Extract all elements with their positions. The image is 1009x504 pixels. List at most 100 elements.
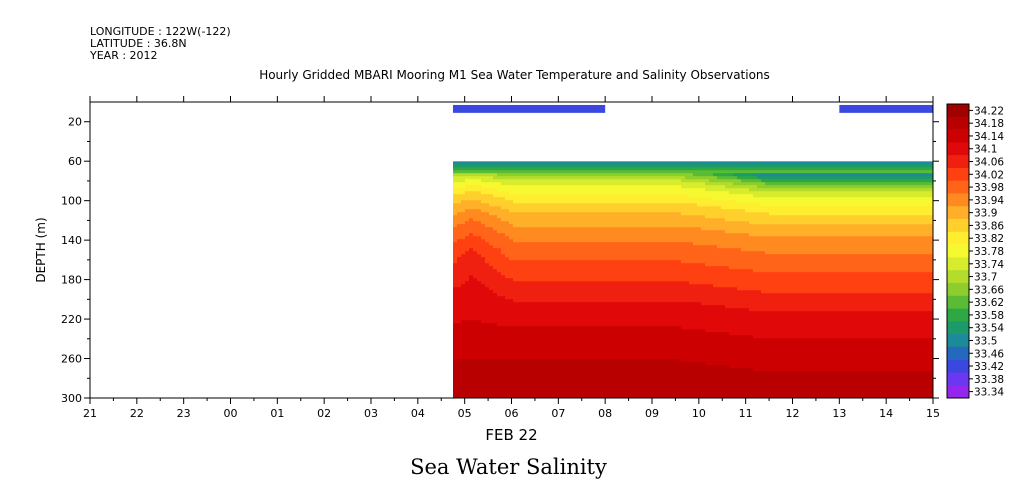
field-cell [577,275,582,279]
field-cell [465,335,470,339]
field-cell [545,299,550,303]
field-cell [545,353,550,357]
field-cell [609,203,614,207]
field-cell [661,170,666,174]
field-cell [661,287,666,291]
field-cell [637,275,642,279]
field-cell [493,356,498,360]
field-cell [521,374,526,378]
field-cell [629,374,634,378]
field-cell [649,167,654,171]
field-cell [697,212,702,216]
field-cell [453,170,458,174]
field-cell [693,314,698,318]
field-cell [497,245,502,249]
field-cell [577,392,582,396]
field-cell [533,272,538,276]
field-cell [649,266,654,270]
field-cell [529,293,534,297]
field-cell [597,275,602,279]
field-cell [481,356,486,360]
field-cell [517,263,522,267]
field-cell [533,314,538,318]
field-cell [489,254,494,258]
field-cell [485,323,490,327]
field-cell [457,311,462,315]
field-cell [649,203,654,207]
field-cell [621,362,626,366]
field-cell [573,299,578,303]
field-cell [633,344,638,348]
field-cell [673,278,678,282]
field-cell [645,290,650,294]
field-cell [685,260,690,264]
field-cell [597,176,602,180]
field-cell [517,317,522,321]
field-cell [697,176,702,180]
field-cell [693,191,698,195]
field-cell [689,287,694,291]
field-cell [645,236,650,240]
field-cell [681,224,686,228]
field-cell [613,191,618,195]
field-cell [597,188,602,192]
field-cell [469,209,474,213]
field-cell [681,248,686,252]
field-cell [517,161,522,165]
field-cell [541,191,546,195]
field-cell [641,362,646,366]
field-cell [697,203,702,207]
field-cell [545,161,550,165]
field-cell [661,386,666,390]
field-cell [657,224,662,228]
field-cell [537,299,542,303]
field-cell [697,221,702,225]
field-cell [605,314,610,318]
field-cell [477,317,482,321]
field-cell [621,278,626,282]
field-cell [513,266,518,270]
field-cell [505,296,510,300]
field-cell [553,290,558,294]
field-cell [641,284,646,288]
field-cell [557,233,562,237]
field-cell [597,341,602,345]
field-cell [493,317,498,321]
field-cell [621,374,626,378]
field-cell [677,248,682,252]
field-cell [537,239,542,243]
field-cell [697,335,702,339]
field-cell [505,185,510,189]
field-cell [653,251,658,255]
field-cell [597,347,602,351]
field-cell [637,341,642,345]
field-cell [521,197,526,201]
field-cell [653,320,658,324]
field-cell [697,302,702,306]
field-cell [581,212,586,216]
field-cell [529,185,534,189]
field-cell [689,383,694,387]
field-cell [565,311,570,315]
field-cell [665,269,670,273]
field-cell [657,236,662,240]
field-cell [641,272,646,276]
field-cell [481,224,486,228]
field-cell [505,365,510,369]
field-cell [661,218,666,222]
field-cell [501,206,506,210]
field-cell [693,353,698,357]
field-cell [453,305,458,309]
field-cell [621,371,626,375]
field-cell [697,224,702,228]
field-cell [629,392,634,396]
field-cell [585,194,590,198]
field-cell [521,320,526,324]
field-cell [525,206,530,210]
field-cell [577,185,582,189]
field-cell [473,362,478,366]
field-cell [697,239,702,243]
field-cell [569,386,574,390]
field-cell [677,380,682,384]
field-cell [601,356,606,360]
